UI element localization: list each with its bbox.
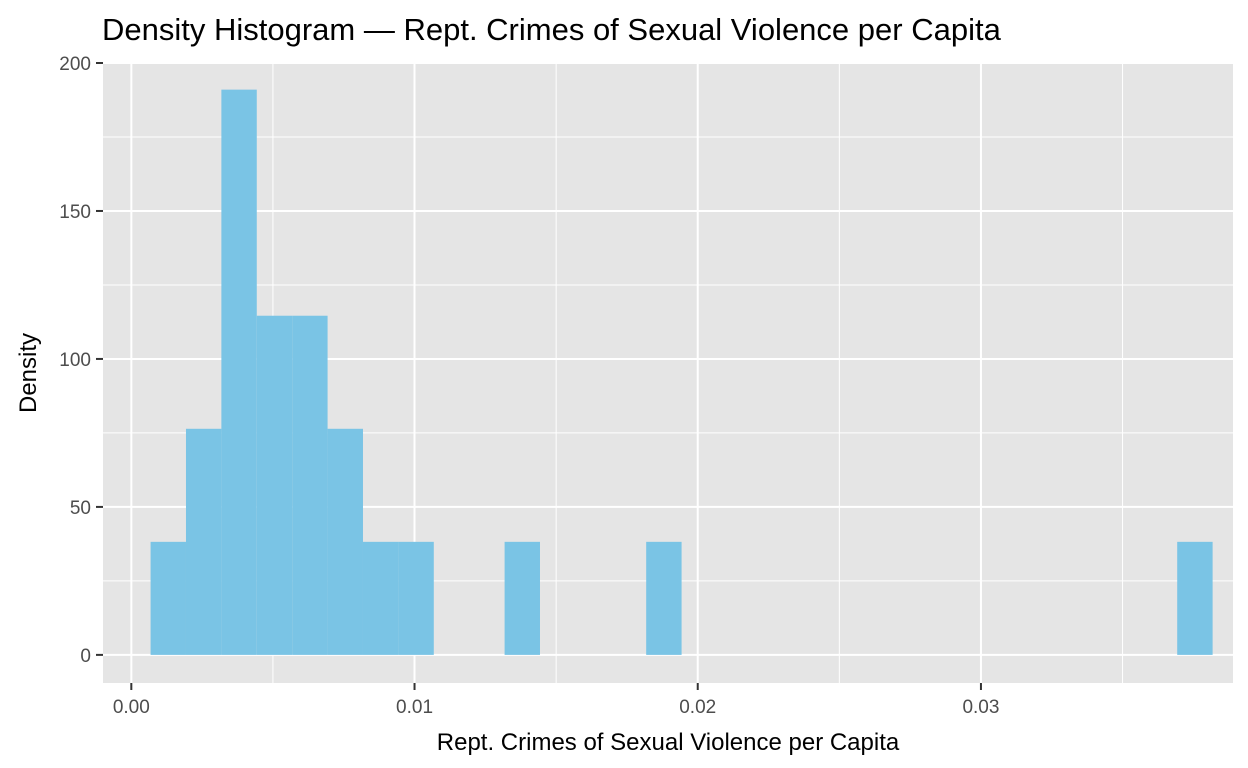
chart-title: Density Histogram — Rept. Crimes of Sexu… xyxy=(102,12,1002,47)
x-tick-label: 0.01 xyxy=(396,697,433,718)
histogram-bar xyxy=(398,541,434,655)
y-axis: 0 50 100 150 200 xyxy=(59,54,103,667)
y-tick-label: 150 xyxy=(59,202,91,223)
y-axis-title: Density xyxy=(15,333,42,413)
y-tick-label: 200 xyxy=(59,54,91,75)
histogram-bar xyxy=(504,541,540,655)
histogram-bars xyxy=(150,89,1213,655)
histogram-bar xyxy=(1177,541,1213,655)
x-axis-title: Rept. Crimes of Sexual Violence per Capi… xyxy=(437,729,900,756)
histogram-bar xyxy=(362,541,399,655)
histogram-bar xyxy=(185,428,222,655)
histogram-bar xyxy=(327,428,363,655)
x-tick-label: 0.02 xyxy=(679,697,716,718)
histogram-bar xyxy=(150,541,186,655)
histogram-bar xyxy=(292,315,328,655)
x-tick-label: 0.00 xyxy=(113,697,150,718)
histogram-bar xyxy=(221,89,257,655)
x-axis: 0.00 0.01 0.02 0.03 xyxy=(113,683,999,718)
y-tick-label: 50 xyxy=(70,498,91,519)
minor-gridlines xyxy=(103,63,1233,683)
histogram-bar xyxy=(646,541,682,655)
y-tick-label: 0 xyxy=(80,646,91,667)
y-tick-label: 100 xyxy=(59,350,91,371)
x-tick-label: 0.03 xyxy=(962,697,999,718)
histogram-bar xyxy=(256,315,293,655)
